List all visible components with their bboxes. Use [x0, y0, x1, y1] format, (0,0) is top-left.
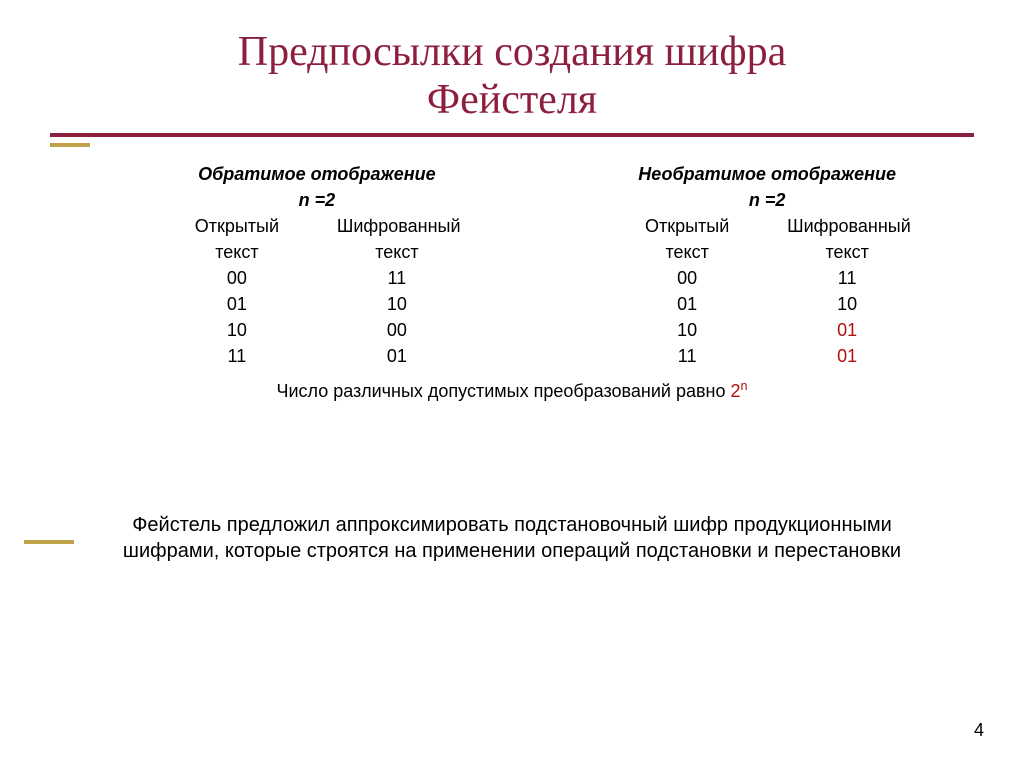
right-ct-head: Шифрованный текст [787, 213, 907, 265]
left-pt-2: 10 [177, 317, 297, 343]
left-pt-1: 01 [177, 291, 297, 317]
left-ct-head-l1: Шифрованный [337, 216, 461, 236]
formula-line: Число различных допустимых преобразовани… [50, 379, 974, 402]
accent-rule-left-h [24, 540, 74, 544]
horizontal-rule [50, 133, 974, 137]
formula-prefix: Число различных допустимых преобразовани… [276, 381, 730, 401]
right-ct-head-l2: текст [825, 242, 868, 262]
title-block: Предпосылки создания шифра Фейстеля [50, 28, 974, 125]
slide: Предпосылки создания шифра Фейстеля Обра… [0, 0, 1024, 767]
left-data-rows: 00 01 10 11 11 10 00 01 [140, 265, 494, 369]
left-ct-0: 11 [337, 265, 457, 291]
content-columns: Обратимое отображение n =2 Открытый текс… [50, 147, 974, 370]
right-pt-head-l2: текст [665, 242, 708, 262]
left-pt-head-l2: текст [215, 242, 258, 262]
left-heading: Обратимое отображение [140, 161, 494, 187]
right-pt-2: 10 [627, 317, 747, 343]
right-ct-3: 01 [787, 343, 907, 369]
formula-value: 2n [731, 381, 748, 401]
formula-base: 2 [731, 381, 741, 401]
left-pt-head: Открытый текст [177, 213, 297, 265]
right-pt-head-l1: Открытый [645, 216, 729, 236]
right-n-label: n =2 [590, 187, 944, 213]
formula-exp: n [741, 379, 748, 393]
right-pt-cells: 00 01 10 11 [627, 265, 747, 369]
left-pt-3: 11 [177, 343, 297, 369]
right-ct-head-l1: Шифрованный [787, 216, 911, 236]
right-pt-head: Открытый текст [627, 213, 747, 265]
right-column-heads: Открытый текст Шифрованный текст [590, 213, 944, 265]
left-ct-3: 01 [337, 343, 457, 369]
right-ct-1: 10 [787, 291, 907, 317]
title-line-2: Фейстеля [427, 77, 597, 123]
right-ct-2: 01 [787, 317, 907, 343]
right-pt-3: 11 [627, 343, 747, 369]
left-ct-head: Шифрованный текст [337, 213, 457, 265]
right-mapping: Необратимое отображение n =2 Открытый те… [590, 161, 944, 370]
right-pt-1: 01 [627, 291, 747, 317]
title-line-1: Предпосылки создания шифра [238, 29, 786, 75]
accent-rule-top [50, 143, 90, 147]
sub-rule-wrap [50, 143, 974, 147]
left-pt-head-l1: Открытый [195, 216, 279, 236]
left-ct-2: 00 [337, 317, 457, 343]
left-mapping: Обратимое отображение n =2 Открытый текс… [140, 161, 494, 370]
left-column-heads: Открытый текст Шифрованный текст [140, 213, 494, 265]
page-number: 4 [974, 720, 984, 741]
right-ct-0: 11 [787, 265, 907, 291]
bottom-paragraph: Фейстель предложил аппроксимировать подс… [50, 512, 974, 564]
right-ct-cells: 11 10 01 01 [787, 265, 907, 369]
left-pt-cells: 00 01 10 11 [177, 265, 297, 369]
left-ct-1: 10 [337, 291, 457, 317]
slide-title: Предпосылки создания шифра Фейстеля [50, 28, 974, 125]
left-n-label: n =2 [140, 187, 494, 213]
right-pt-0: 00 [627, 265, 747, 291]
right-data-rows: 00 01 10 11 11 10 01 01 [590, 265, 944, 369]
left-ct-cells: 11 10 00 01 [337, 265, 457, 369]
left-pt-0: 00 [177, 265, 297, 291]
right-heading: Необратимое отображение [590, 161, 944, 187]
left-ct-head-l2: текст [375, 242, 418, 262]
